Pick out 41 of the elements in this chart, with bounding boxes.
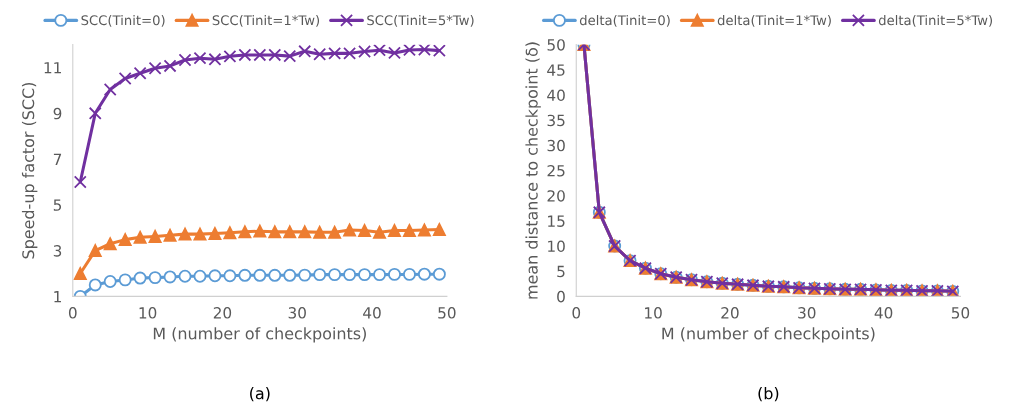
y-tick-label: 7	[53, 153, 62, 165]
y-tick-label: 5	[53, 199, 62, 211]
y-tick-label: 30	[547, 139, 565, 152]
x-tick-label: 30	[798, 307, 816, 319]
legend-label: delta(Tinit=5*Tw)	[878, 14, 993, 27]
legend-label: SCC(Tinit=1*Tw)	[212, 14, 320, 27]
y-tick-label: 3	[53, 245, 62, 257]
y-tick-label: 45	[547, 64, 565, 76]
y-tick-label: 25	[547, 164, 565, 177]
legend-label: SCC(Tinit=0)	[81, 14, 165, 27]
x-tick-label: 50	[951, 307, 970, 319]
y-axis-title: mean distance to checkpoint (δ)	[525, 42, 541, 299]
y-tick-label: 50	[547, 39, 565, 51]
y-tick-label: 40	[547, 89, 565, 102]
text: (a)	[250, 387, 270, 402]
x-axis-title: M (number of checkpoints)	[153, 327, 366, 343]
y-tick-label: 20	[547, 190, 565, 202]
y-tick-label: 1	[54, 291, 61, 303]
y-axis-title: Speed-up factor (SCC)	[21, 82, 38, 259]
legend-label: SCC(Tinit=5*Tw)	[367, 14, 474, 27]
legend-label: delta(Tinit=1*Tw)	[717, 14, 831, 27]
x-tick-label: 0	[572, 307, 581, 319]
x-tick-label: 20	[721, 307, 739, 319]
x-tick-label: 10	[645, 307, 662, 319]
y-tick-label: 11	[44, 62, 61, 74]
y-tick-label: 15	[548, 215, 565, 227]
y-tick-label: 5	[557, 265, 565, 278]
x-tick-label: 30	[288, 307, 306, 319]
y-tick-label: 9	[53, 107, 62, 120]
x-tick-label: 10	[139, 307, 157, 319]
y-tick-label: 10	[548, 240, 565, 253]
x-tick-label: 0	[68, 307, 77, 319]
x-tick-label: 50	[438, 307, 456, 319]
y-tick-label: 35	[547, 114, 565, 127]
y-tick-label: 0	[557, 290, 565, 303]
text: (b)	[758, 387, 779, 402]
x-tick-label: 40	[874, 307, 893, 319]
x-tick-label: 20	[213, 307, 232, 319]
x-axis-title: M (number of checkpoints)	[662, 327, 875, 343]
x-tick-label: 40	[363, 307, 381, 319]
legend-label: delta(Tinit=0)	[579, 14, 670, 27]
